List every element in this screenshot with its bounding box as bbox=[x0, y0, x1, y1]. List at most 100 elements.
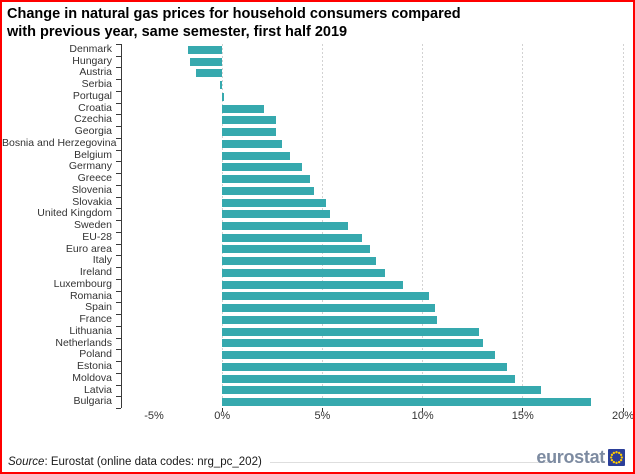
category-label: Moldova bbox=[72, 371, 112, 384]
bar bbox=[222, 245, 371, 254]
bar bbox=[222, 210, 331, 219]
source-note: Source: Eurostat (online data codes: nrg… bbox=[8, 455, 270, 469]
category-label: Estonia bbox=[76, 360, 112, 373]
bar bbox=[222, 175, 311, 184]
bar bbox=[222, 268, 385, 277]
category-label: Greece bbox=[77, 172, 112, 185]
x-axis-tick bbox=[622, 408, 624, 412]
y-axis-tick bbox=[116, 79, 121, 80]
bar bbox=[222, 128, 277, 137]
y-axis-tick bbox=[116, 138, 121, 139]
category-label: Belgium bbox=[74, 148, 112, 161]
category-label: EU-28 bbox=[82, 230, 112, 243]
bar bbox=[222, 362, 507, 371]
category-label: Czechia bbox=[74, 113, 112, 126]
category-label: Sweden bbox=[74, 219, 112, 232]
chart-title-line1: Change in natural gas prices for househo… bbox=[7, 6, 461, 22]
y-axis-tick bbox=[116, 279, 121, 280]
bar bbox=[222, 139, 283, 148]
y-axis-tick bbox=[116, 314, 121, 315]
y-axis-tick bbox=[116, 44, 121, 45]
bar bbox=[222, 116, 277, 125]
bar bbox=[222, 257, 377, 266]
category-axis-labels: Denmark Hungary Austria Serbia Portugal Croat… bbox=[2, 43, 117, 408]
bar bbox=[220, 81, 223, 90]
category-label: United Kingdom bbox=[37, 207, 112, 220]
category-label: Bulgaria bbox=[73, 395, 112, 408]
bar bbox=[222, 386, 541, 395]
x-tick-label: 10% bbox=[411, 410, 434, 422]
plot-area bbox=[116, 44, 624, 412]
y-axis-tick bbox=[116, 91, 121, 92]
bar bbox=[222, 327, 479, 336]
category-label: Bosnia and Herzegovina bbox=[2, 136, 117, 149]
bar bbox=[222, 104, 265, 113]
gridline bbox=[622, 44, 624, 408]
category-label: Slovakia bbox=[72, 195, 112, 208]
category-label: Netherlands bbox=[55, 336, 112, 349]
bar bbox=[222, 163, 303, 172]
bar bbox=[190, 57, 223, 66]
bar bbox=[222, 304, 435, 313]
y-axis-tick bbox=[116, 361, 121, 362]
category-label: Lithuania bbox=[69, 324, 112, 337]
bar bbox=[222, 292, 429, 301]
y-axis-tick bbox=[116, 408, 121, 409]
y-axis-tick bbox=[116, 302, 121, 303]
bar bbox=[222, 398, 591, 407]
y-axis-tick bbox=[116, 232, 121, 233]
bar bbox=[222, 233, 363, 242]
y-axis-tick bbox=[116, 103, 121, 104]
y-axis-line bbox=[121, 44, 122, 408]
y-axis-tick bbox=[116, 208, 121, 209]
y-axis-tick bbox=[116, 373, 121, 374]
source-text: : Eurostat (online data codes: nrg_pc_20… bbox=[44, 456, 262, 468]
bar bbox=[222, 374, 515, 383]
y-axis-tick bbox=[116, 56, 121, 57]
bar bbox=[222, 339, 483, 348]
y-axis-tick bbox=[116, 197, 121, 198]
x-tick-label: 5% bbox=[314, 410, 331, 422]
source-label: Source bbox=[8, 456, 45, 468]
category-label: Hungary bbox=[72, 54, 112, 67]
eurostat-logo: eurostat bbox=[536, 447, 625, 468]
bar bbox=[222, 186, 315, 195]
chart-title-line2: with previous year, same semester, first… bbox=[7, 24, 348, 40]
y-axis-tick bbox=[116, 255, 121, 256]
y-axis-tick bbox=[116, 67, 121, 68]
y-axis-tick bbox=[116, 126, 121, 127]
category-label: Portugal bbox=[72, 89, 112, 102]
y-axis-tick bbox=[116, 150, 121, 151]
y-axis-tick bbox=[116, 291, 121, 292]
category-label: Poland bbox=[79, 348, 112, 361]
y-axis-tick bbox=[116, 326, 121, 327]
category-label: France bbox=[79, 313, 112, 326]
x-axis-labels: -5% 0% 5% 10% 15% 20% bbox=[122, 410, 633, 424]
x-tick-label: 20% bbox=[611, 410, 635, 422]
y-axis-tick bbox=[116, 161, 121, 162]
category-label: Euro area bbox=[65, 242, 112, 255]
bar bbox=[222, 315, 437, 324]
bar bbox=[222, 351, 495, 360]
x-axis-tick bbox=[221, 408, 223, 412]
bar bbox=[188, 45, 223, 54]
y-axis-tick bbox=[116, 173, 121, 174]
y-axis-tick bbox=[116, 338, 121, 339]
eurostat-logo-text: eurostat bbox=[536, 447, 605, 467]
y-axis-tick bbox=[116, 244, 121, 245]
y-axis-tick bbox=[116, 267, 121, 268]
category-label: Denmark bbox=[69, 43, 112, 55]
category-label: Croatia bbox=[78, 101, 112, 114]
bar bbox=[222, 151, 291, 160]
y-axis-tick bbox=[116, 396, 121, 397]
category-label: Luxembourg bbox=[53, 277, 112, 290]
y-axis-tick bbox=[116, 349, 121, 350]
gridline bbox=[522, 44, 524, 408]
y-axis-tick bbox=[116, 114, 121, 115]
x-tick-label: 0% bbox=[214, 410, 231, 422]
x-axis-tick bbox=[321, 408, 323, 412]
x-axis-tick bbox=[422, 408, 424, 412]
bar bbox=[222, 280, 403, 289]
bar bbox=[196, 69, 223, 78]
bar bbox=[222, 198, 327, 207]
